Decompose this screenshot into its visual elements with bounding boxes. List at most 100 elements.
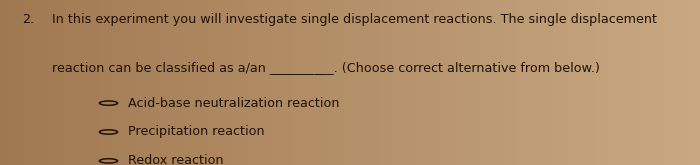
Bar: [161, 0, 168, 165]
Bar: [392, 0, 399, 165]
Text: Redox reaction: Redox reaction: [128, 154, 224, 165]
Bar: [497, 0, 504, 165]
Bar: [196, 0, 203, 165]
Bar: [329, 0, 336, 165]
Bar: [231, 0, 238, 165]
Bar: [105, 0, 112, 165]
Bar: [119, 0, 126, 165]
Bar: [602, 0, 609, 165]
Bar: [77, 0, 84, 165]
Bar: [189, 0, 196, 165]
Bar: [490, 0, 497, 165]
Bar: [280, 0, 287, 165]
Bar: [539, 0, 546, 165]
Bar: [308, 0, 315, 165]
Text: In this experiment you will investigate single displacement reactions. The singl: In this experiment you will investigate …: [52, 13, 657, 26]
Text: Precipitation reaction: Precipitation reaction: [128, 125, 265, 138]
Bar: [182, 0, 189, 165]
Bar: [511, 0, 518, 165]
Bar: [245, 0, 252, 165]
Bar: [434, 0, 441, 165]
Bar: [406, 0, 413, 165]
Bar: [133, 0, 140, 165]
Bar: [70, 0, 77, 165]
Bar: [448, 0, 455, 165]
Bar: [686, 0, 693, 165]
Bar: [441, 0, 448, 165]
Bar: [7, 0, 14, 165]
Bar: [371, 0, 378, 165]
Bar: [357, 0, 364, 165]
Bar: [581, 0, 588, 165]
Bar: [252, 0, 259, 165]
Bar: [553, 0, 560, 165]
Bar: [112, 0, 119, 165]
Bar: [693, 0, 700, 165]
Bar: [483, 0, 490, 165]
Bar: [168, 0, 175, 165]
Bar: [455, 0, 462, 165]
Bar: [56, 0, 63, 165]
Bar: [574, 0, 581, 165]
Bar: [658, 0, 665, 165]
Bar: [84, 0, 91, 165]
Bar: [28, 0, 35, 165]
Bar: [259, 0, 266, 165]
Bar: [364, 0, 371, 165]
Bar: [63, 0, 70, 165]
Bar: [518, 0, 525, 165]
Bar: [238, 0, 245, 165]
Bar: [14, 0, 21, 165]
Bar: [609, 0, 616, 165]
Bar: [651, 0, 658, 165]
Bar: [476, 0, 483, 165]
Bar: [91, 0, 98, 165]
Bar: [616, 0, 623, 165]
Text: reaction can be classified as a/an __________. (Choose correct alternative from : reaction can be classified as a/an _____…: [52, 61, 600, 74]
Bar: [343, 0, 350, 165]
Bar: [140, 0, 147, 165]
Bar: [210, 0, 217, 165]
Bar: [637, 0, 644, 165]
Bar: [504, 0, 511, 165]
Bar: [224, 0, 231, 165]
Bar: [560, 0, 567, 165]
Bar: [350, 0, 357, 165]
Bar: [301, 0, 308, 165]
Bar: [427, 0, 434, 165]
Bar: [35, 0, 42, 165]
Bar: [0, 0, 7, 165]
Bar: [665, 0, 672, 165]
Bar: [203, 0, 210, 165]
Bar: [378, 0, 385, 165]
Bar: [532, 0, 539, 165]
Bar: [399, 0, 406, 165]
Bar: [294, 0, 301, 165]
Bar: [21, 0, 28, 165]
Bar: [154, 0, 161, 165]
Bar: [126, 0, 133, 165]
Bar: [546, 0, 553, 165]
Bar: [175, 0, 182, 165]
Bar: [287, 0, 294, 165]
Bar: [525, 0, 532, 165]
Bar: [336, 0, 343, 165]
Text: 2.: 2.: [22, 13, 34, 26]
Bar: [322, 0, 329, 165]
Bar: [315, 0, 322, 165]
Bar: [385, 0, 392, 165]
Bar: [462, 0, 469, 165]
Bar: [273, 0, 280, 165]
Bar: [623, 0, 630, 165]
Bar: [567, 0, 574, 165]
Bar: [588, 0, 595, 165]
Bar: [49, 0, 56, 165]
Bar: [679, 0, 686, 165]
Bar: [217, 0, 224, 165]
Bar: [595, 0, 602, 165]
Bar: [644, 0, 651, 165]
Bar: [98, 0, 105, 165]
Bar: [469, 0, 476, 165]
Bar: [42, 0, 49, 165]
Bar: [266, 0, 273, 165]
